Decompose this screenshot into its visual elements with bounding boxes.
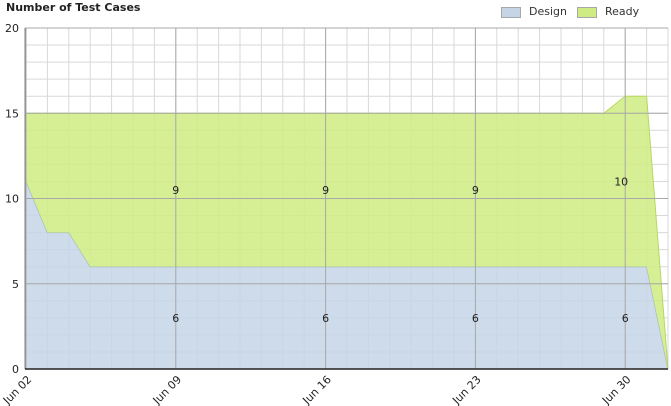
area-ready — [26, 96, 668, 369]
x-tick-label: Jun 02 — [0, 373, 34, 406]
x-tick-label: Jun 16 — [300, 373, 334, 406]
data-label: 6 — [172, 312, 179, 325]
legend-item-design: Design — [501, 5, 567, 19]
data-label: 6 — [322, 312, 329, 325]
x-tick-label: Jun 23 — [449, 373, 483, 406]
data-label: 9 — [472, 184, 479, 197]
legend-label-ready: Ready — [604, 5, 640, 18]
data-label: 9 — [322, 184, 329, 197]
y-tick-label: 20 — [5, 22, 19, 35]
x-tick-label: Jun 30 — [599, 373, 633, 406]
legend-label-design: Design — [529, 5, 567, 18]
data-label: 6 — [622, 312, 629, 325]
legend-item-ready: Ready — [576, 5, 640, 19]
chart-title: Number of Test Cases — [6, 1, 141, 14]
legend-swatch-ready — [576, 6, 597, 18]
y-tick-label: 5 — [12, 278, 19, 291]
y-tick-label: 0 — [12, 363, 19, 376]
data-label: 10 — [614, 175, 628, 188]
data-label: 6 — [472, 312, 479, 325]
y-tick-label: 10 — [5, 193, 19, 206]
data-label: 9 — [172, 184, 179, 197]
y-tick-label: 15 — [5, 107, 19, 120]
area-design — [26, 181, 668, 369]
legend-swatch-design — [501, 6, 521, 18]
x-tick-label: Jun 09 — [150, 373, 184, 406]
chart-legend: Design Ready — [501, 4, 649, 20]
